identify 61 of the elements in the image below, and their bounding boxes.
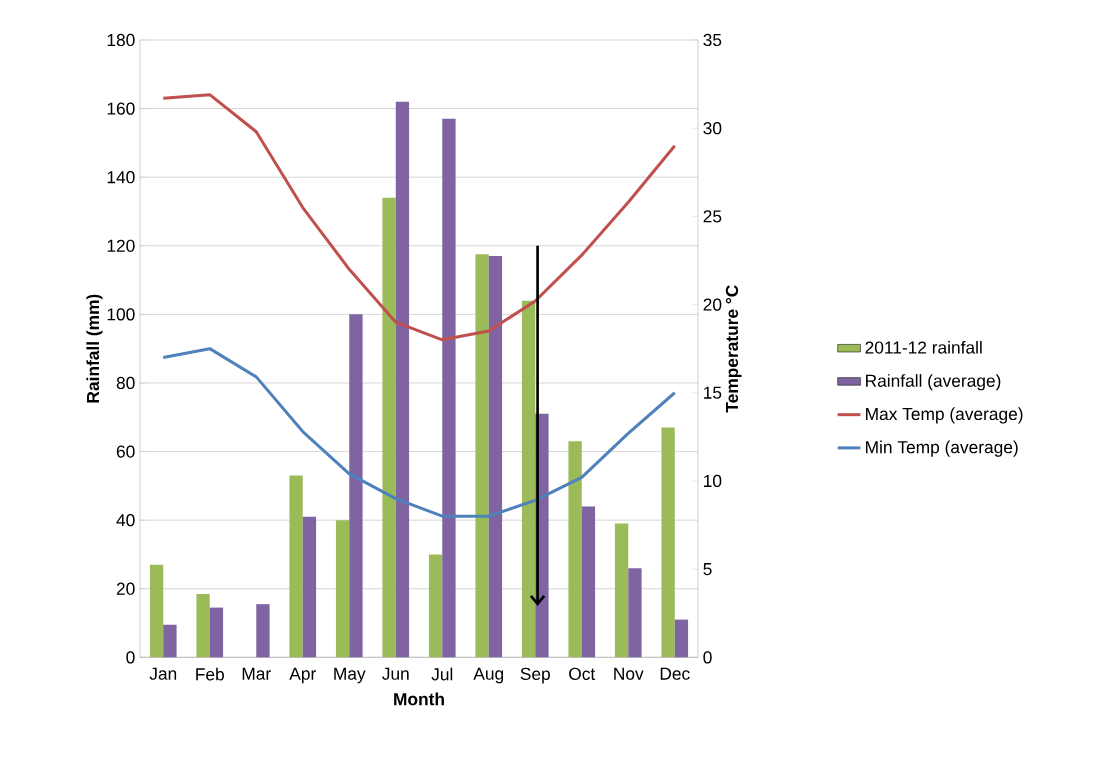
bar [382, 197, 396, 658]
y-tick-label: 60 [116, 445, 135, 458]
bar [475, 254, 489, 658]
x-tick-label: Apr [289, 667, 316, 684]
x-tick-label: Feb [196, 667, 224, 681]
y-tick-label: 0 [126, 651, 135, 664]
bar [196, 593, 210, 658]
y2-tick-label: 35 [703, 33, 722, 46]
y2-tick-label: 0 [703, 651, 712, 664]
bar [349, 314, 363, 658]
y2-tick-label: 25 [703, 210, 722, 223]
x-tick-label: Sep [520, 667, 550, 684]
y2-tick-label: 10 [704, 474, 722, 487]
x-tick-label: Jun [382, 667, 409, 680]
legend-label: Rainfall (average) [866, 373, 1001, 391]
x-tick-label: Nov [614, 667, 644, 680]
bar [302, 516, 317, 658]
bar [289, 475, 303, 658]
bar [488, 255, 503, 658]
bar [442, 118, 456, 658]
y-tick-label: 80 [116, 376, 135, 389]
bar [614, 523, 629, 658]
x-tick-label: Dec [660, 667, 690, 680]
y-axis-title: Rainfall (mm) [86, 294, 103, 403]
y2-axis-title: Temperature °C [725, 285, 742, 413]
line-series [161, 93, 677, 342]
bar [661, 427, 675, 658]
x-tick-label: May [334, 667, 366, 684]
bar [209, 607, 224, 658]
bar [149, 564, 164, 658]
bar [521, 300, 536, 658]
x-tick-label: Oct [569, 667, 596, 680]
y-tick-label: 20 [116, 582, 135, 595]
bar [428, 554, 443, 658]
legend-label: 2011-12 rainfall [865, 340, 982, 354]
y-tick-label: 40 [116, 513, 135, 527]
bar [163, 624, 177, 658]
bar [335, 519, 350, 658]
y2-tick-label: 5 [703, 562, 712, 576]
x-tick-label: Mar [242, 667, 271, 680]
bar [581, 506, 596, 658]
y-tick-label: 180 [107, 33, 135, 46]
y-tick-label: 120 [107, 239, 135, 252]
bar [628, 568, 642, 658]
bar [674, 619, 689, 658]
bar [256, 604, 270, 658]
y2-tick-label: 30 [703, 121, 722, 135]
legend-label: Max Temp (average) [866, 407, 1023, 424]
x-tick-label: Jul [431, 667, 453, 681]
y-tick-label: 100 [107, 308, 135, 321]
bar [568, 441, 582, 658]
x-tick-label: Aug [473, 667, 504, 684]
y-tick-label: 160 [107, 102, 135, 115]
y2-tick-label: 20 [703, 298, 722, 311]
y2-tick-label: 15 [704, 386, 722, 399]
y-tick-label: 140 [107, 170, 135, 184]
x-axis-title: Month [394, 692, 444, 706]
bar [395, 101, 410, 658]
x-tick-label: Jan [149, 667, 177, 680]
line-series [161, 347, 677, 518]
legend-label: Min Temp (average) [866, 440, 1018, 457]
